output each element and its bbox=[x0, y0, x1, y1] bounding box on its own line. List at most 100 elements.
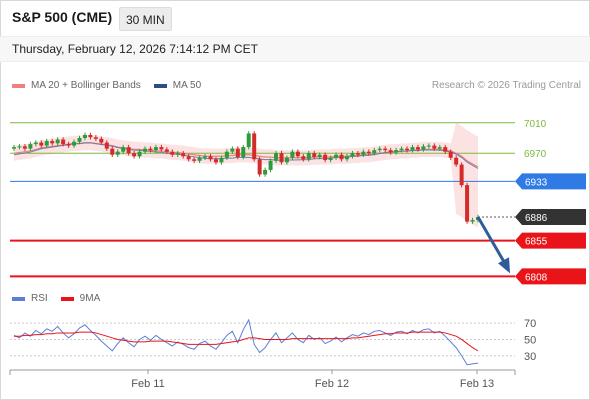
timeframe-button[interactable]: 30 MIN bbox=[119, 7, 172, 31]
ma50-line bbox=[13, 142, 479, 169]
support-label-6808: 6808 bbox=[525, 272, 548, 283]
candle-body bbox=[28, 144, 33, 149]
candle-body bbox=[82, 134, 87, 138]
candle-body bbox=[104, 142, 109, 149]
rsi-tick-label-50: 50 bbox=[524, 334, 536, 346]
instrument-title: S&P 500 (CME) bbox=[12, 9, 113, 25]
candle-body bbox=[61, 139, 66, 145]
candle-body bbox=[334, 154, 339, 158]
candle-body bbox=[197, 157, 202, 161]
candle-body bbox=[443, 147, 448, 152]
candle-body bbox=[437, 147, 442, 149]
rsi-ma-line bbox=[14, 331, 479, 352]
last-label-6886: 6886 bbox=[525, 213, 548, 224]
candle-body bbox=[22, 146, 27, 149]
candle-body bbox=[153, 147, 158, 151]
candle-body bbox=[290, 151, 295, 158]
candle-body bbox=[459, 164, 464, 186]
candle-body bbox=[17, 146, 22, 148]
rsi-label: RSI bbox=[31, 293, 48, 304]
candle-body bbox=[39, 142, 44, 146]
bollinger-band-area bbox=[14, 122, 478, 228]
candle-body bbox=[115, 151, 120, 155]
candle-body bbox=[263, 169, 268, 175]
candle-body bbox=[219, 157, 224, 163]
candle-body bbox=[192, 159, 197, 161]
candle-body bbox=[230, 148, 235, 152]
candle-body bbox=[241, 147, 246, 157]
candle-body bbox=[203, 156, 208, 158]
candle-body bbox=[399, 148, 404, 151]
candle-body bbox=[164, 149, 169, 152]
last-price-tag-6886 bbox=[515, 209, 586, 226]
candle-body bbox=[339, 154, 344, 160]
ma20-swatch bbox=[12, 83, 25, 88]
candle-body bbox=[93, 137, 98, 139]
candle-body bbox=[213, 159, 218, 163]
source-credit: Research © 2026 Trading Central bbox=[431, 80, 581, 91]
candle-body bbox=[72, 141, 77, 146]
x-tick-label: Feb 13 bbox=[460, 378, 494, 390]
candle-body bbox=[465, 185, 470, 222]
forecast-arrow-head bbox=[498, 257, 510, 274]
rsi-ma-swatch bbox=[60, 296, 74, 301]
candle-body bbox=[279, 153, 284, 163]
rsi-legend: RSI 9MA bbox=[12, 293, 113, 304]
candle-body bbox=[148, 148, 153, 151]
candle-body bbox=[257, 159, 262, 175]
pivot-price-tag-6933 bbox=[515, 173, 586, 190]
pivot-label-6933: 6933 bbox=[525, 177, 548, 188]
candle-body bbox=[88, 134, 93, 138]
candle-body bbox=[170, 151, 175, 155]
candle-body bbox=[312, 153, 317, 157]
x-tick-label: Feb 11 bbox=[131, 378, 164, 390]
candle-body bbox=[44, 141, 49, 146]
candle-body bbox=[405, 148, 410, 151]
ma50-swatch bbox=[153, 83, 167, 88]
support-price-tag-6808 bbox=[515, 268, 586, 285]
candle-body bbox=[410, 147, 415, 151]
candle-body bbox=[159, 147, 164, 150]
candle-body bbox=[143, 148, 148, 152]
candle-body bbox=[301, 156, 306, 160]
candle-body bbox=[366, 151, 371, 154]
candle-body bbox=[132, 153, 137, 157]
candle-body bbox=[181, 153, 186, 157]
candle-body bbox=[470, 220, 475, 222]
datetime-bar: Thursday, February 12, 2026 7:14:12 PM C… bbox=[0, 36, 590, 62]
candle-body bbox=[372, 150, 377, 154]
candle-body bbox=[99, 138, 104, 143]
candle-body bbox=[328, 157, 333, 161]
candle-body bbox=[344, 156, 349, 160]
candle-body bbox=[252, 133, 257, 160]
candle-body bbox=[175, 153, 180, 155]
candle-body bbox=[432, 145, 437, 149]
rsi-ma-label: 9MA bbox=[79, 293, 101, 304]
rsi-tick-label-70: 70 bbox=[524, 318, 536, 330]
candle-body bbox=[121, 147, 126, 152]
legend-item-rsi-ma: 9MA bbox=[60, 293, 101, 304]
candle-body bbox=[394, 150, 399, 153]
candle-body bbox=[426, 145, 431, 147]
candle-body bbox=[284, 157, 289, 163]
ma20-label: MA 20 + Bollinger Bands bbox=[31, 80, 141, 91]
price-legend: MA 20 + Bollinger Bands MA 50 bbox=[12, 80, 214, 91]
legend-item-ma20: MA 20 + Bollinger Bands bbox=[12, 80, 141, 91]
candle-body bbox=[77, 138, 82, 142]
support-label-6855: 6855 bbox=[525, 237, 548, 248]
candle-body bbox=[126, 147, 131, 154]
candle-body bbox=[235, 148, 240, 157]
x-tick-label: Feb 12 bbox=[315, 378, 349, 390]
candle-body bbox=[317, 154, 322, 157]
ma50-label: MA 50 bbox=[172, 80, 202, 91]
candle-body bbox=[274, 153, 279, 161]
candle-body bbox=[50, 141, 55, 144]
candle-body bbox=[361, 151, 366, 155]
rsi-swatch bbox=[12, 296, 25, 301]
candle-body bbox=[323, 154, 328, 161]
candle-body bbox=[448, 151, 453, 158]
candle-body bbox=[186, 156, 191, 160]
candle-body bbox=[33, 142, 38, 145]
forecast-arrow-shaft bbox=[476, 216, 508, 267]
